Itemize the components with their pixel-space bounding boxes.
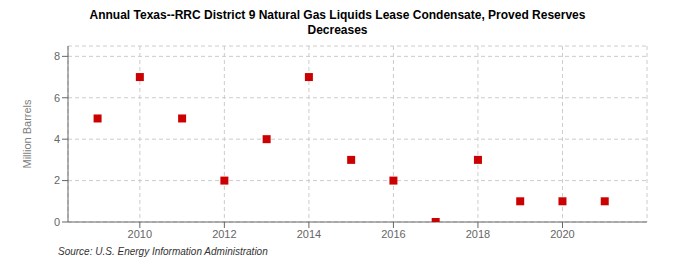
svg-text:0: 0 <box>54 216 60 228</box>
html-text:Decreases: Decreases <box>307 23 368 37</box>
svg-text:2010: 2010 <box>128 228 152 240</box>
svg-text:2: 2 <box>54 174 60 186</box>
svg-text:6: 6 <box>54 92 60 104</box>
svg-text:8: 8 <box>54 50 60 62</box>
html-text:Source: U.S. Energy Informatio: Source: U.S. Energy Information Administ… <box>58 246 268 257</box>
svg-text:2020: 2020 <box>550 228 574 240</box>
svg-text:2012: 2012 <box>212 228 236 240</box>
svg-text:4: 4 <box>54 133 60 145</box>
svg-text:2016: 2016 <box>381 228 405 240</box>
svg-text:Million Barrels: Million Barrels <box>21 99 33 169</box>
html-text:Annual Texas--RRC District 9 N: Annual Texas--RRC District 9 Natural Gas… <box>89 8 586 22</box>
svg-text:2014: 2014 <box>297 228 321 240</box>
svg-text:2018: 2018 <box>466 228 490 240</box>
